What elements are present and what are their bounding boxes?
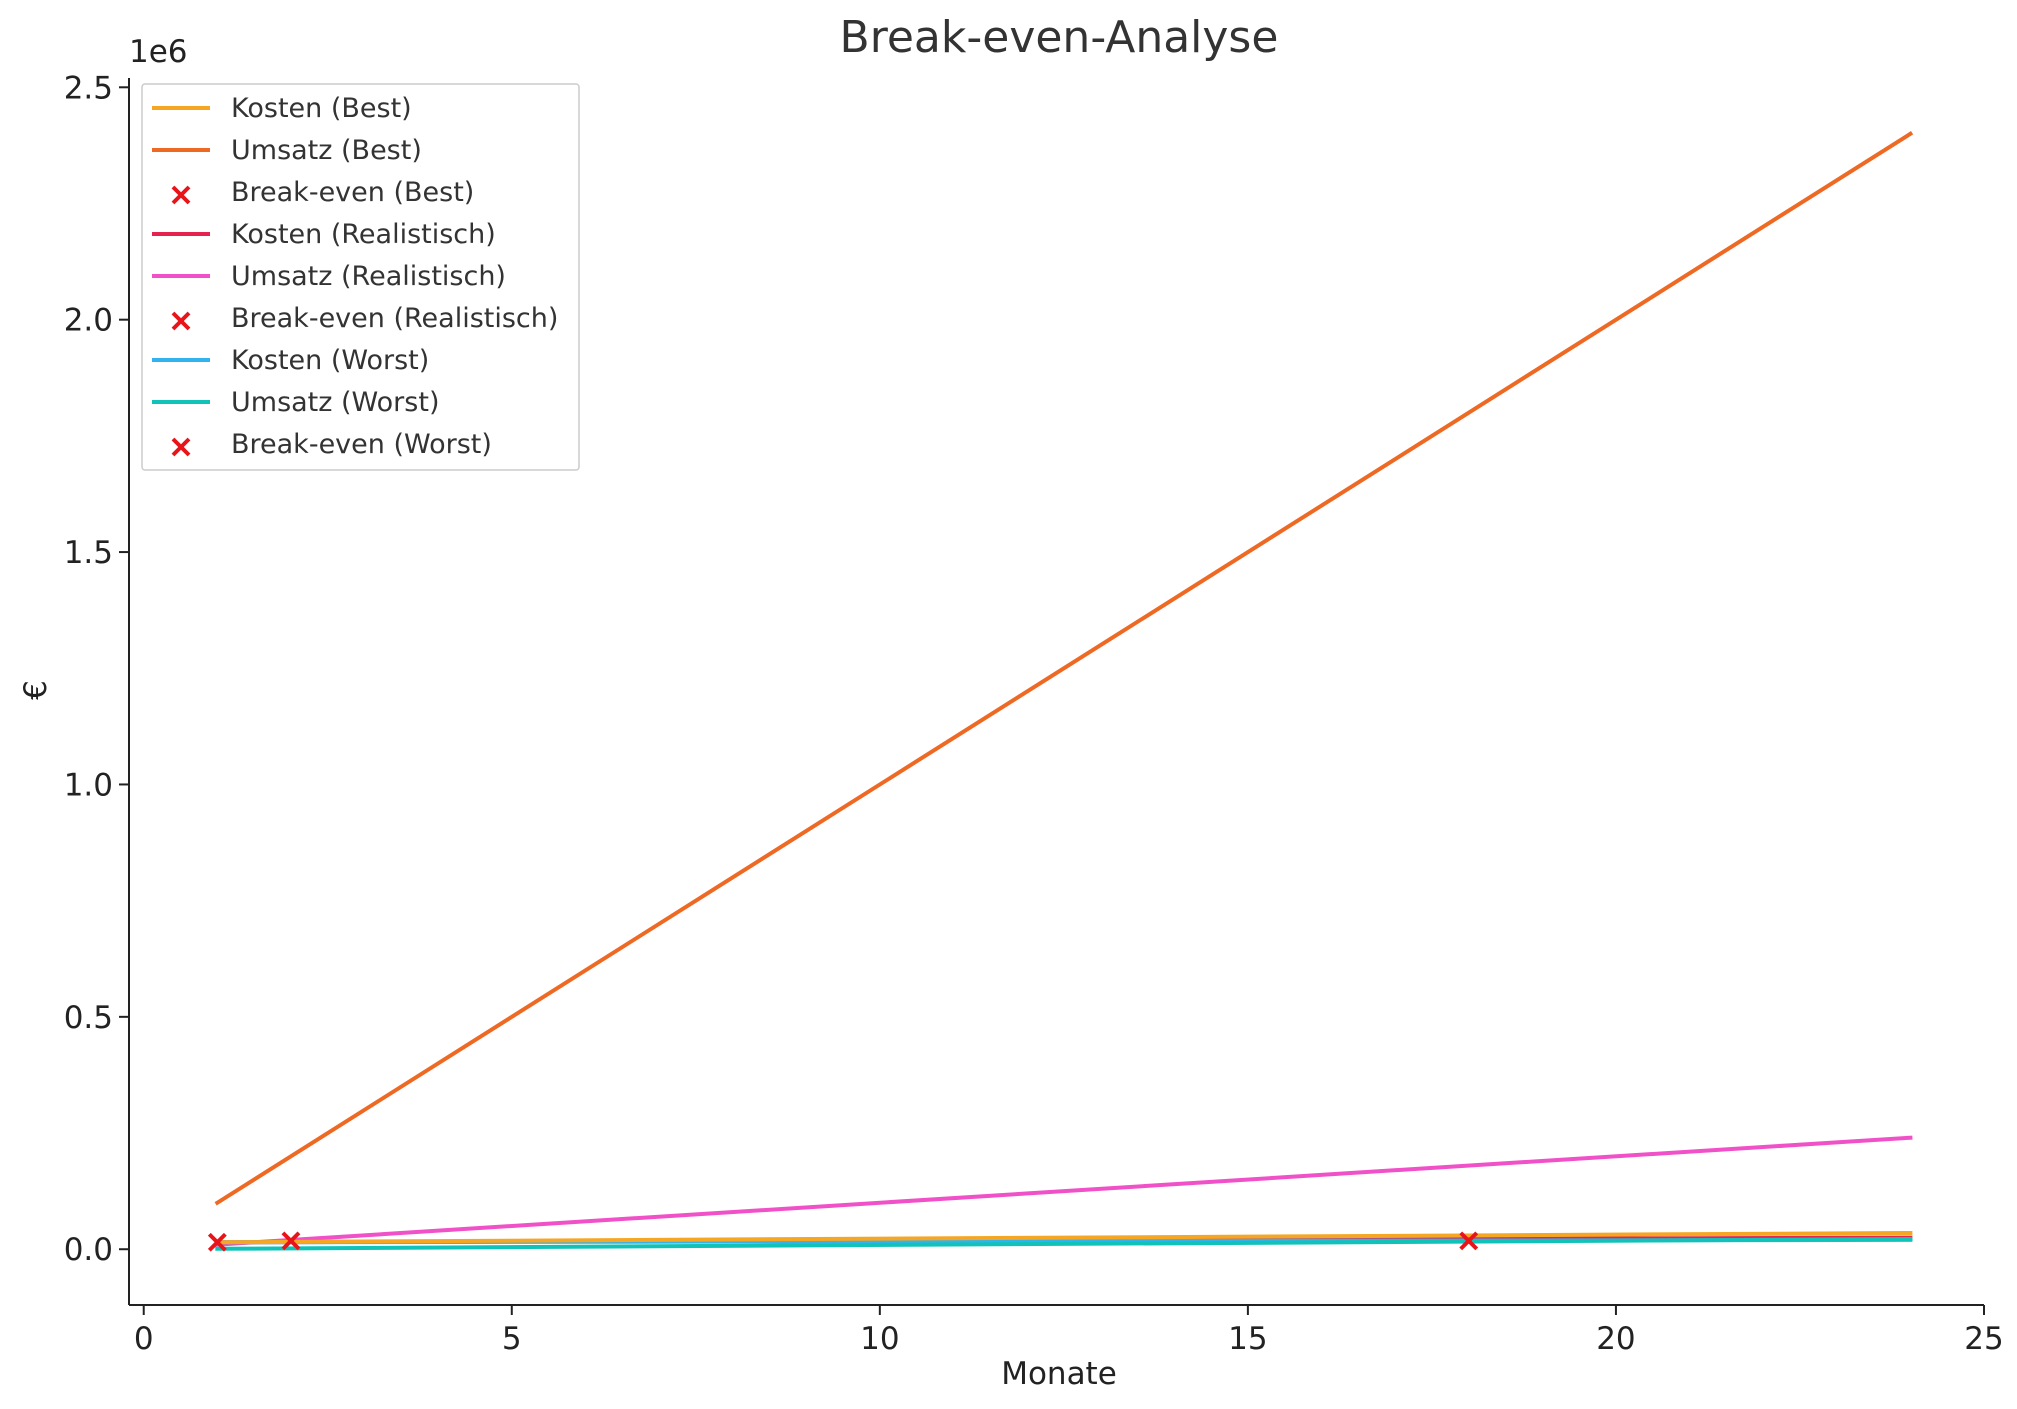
y-offset-label: 1e6	[129, 34, 188, 70]
x-tick-label: 25	[1964, 1321, 2003, 1357]
legend-marker-swatch	[171, 437, 191, 457]
x-tick-label: 5	[502, 1321, 522, 1357]
legend-label: Break-even (Worst)	[231, 429, 492, 460]
y-tick-label: 1.5	[64, 535, 113, 571]
break-even-marker	[281, 1231, 301, 1251]
y-tick-label: 0.5	[64, 1000, 113, 1036]
x-tick-label: 20	[1596, 1321, 1635, 1357]
x-tick-label: 0	[134, 1321, 154, 1357]
x-axis-title: Monate	[1001, 1356, 1117, 1392]
series-line	[215, 1230, 1913, 1245]
series-line	[214, 131, 1914, 1206]
legend-label: Break-even (Realistisch)	[231, 303, 558, 334]
break-even-markers	[207, 1231, 1479, 1252]
series-line	[215, 1236, 1913, 1251]
legend-label: Umsatz (Worst)	[231, 387, 439, 418]
legend-frame	[141, 83, 580, 471]
legend-marker-swatch	[171, 185, 191, 205]
y-tick-label: 2.5	[64, 70, 113, 106]
y-ticks: 0.0 0.5 1.0 1.5 2.0 2.5	[64, 70, 129, 1268]
legend-label: Umsatz (Best)	[231, 135, 422, 166]
legend-label: Umsatz (Realistisch)	[231, 261, 506, 292]
legend: Kosten (Best) Umsatz (Best) Break-even (Be…	[141, 83, 580, 471]
series-line	[215, 1135, 1913, 1247]
break-even-marker	[207, 1232, 227, 1252]
y-tick-label: 2.0	[64, 303, 113, 339]
legend-label: Kosten (Realistisch)	[231, 219, 496, 250]
x-tick-label: 10	[860, 1321, 899, 1357]
legend-label: Kosten (Best)	[231, 93, 412, 124]
legend-marker-swatch	[171, 311, 191, 331]
x-tick-label: 15	[1228, 1321, 1267, 1357]
series-lines	[214, 131, 1914, 1251]
y-tick-label: 1.0	[64, 767, 113, 803]
y-axis-title: €	[18, 680, 54, 700]
chart-title: Break-even-Analyse	[840, 12, 1279, 63]
x-ticks: 0 5 10 15 20 25	[134, 1305, 2004, 1357]
break-even-marker	[1459, 1231, 1479, 1251]
legend-label: Kosten (Worst)	[231, 345, 429, 376]
legend-label: Break-even (Best)	[231, 177, 474, 208]
y-tick-label: 0.0	[64, 1232, 113, 1268]
